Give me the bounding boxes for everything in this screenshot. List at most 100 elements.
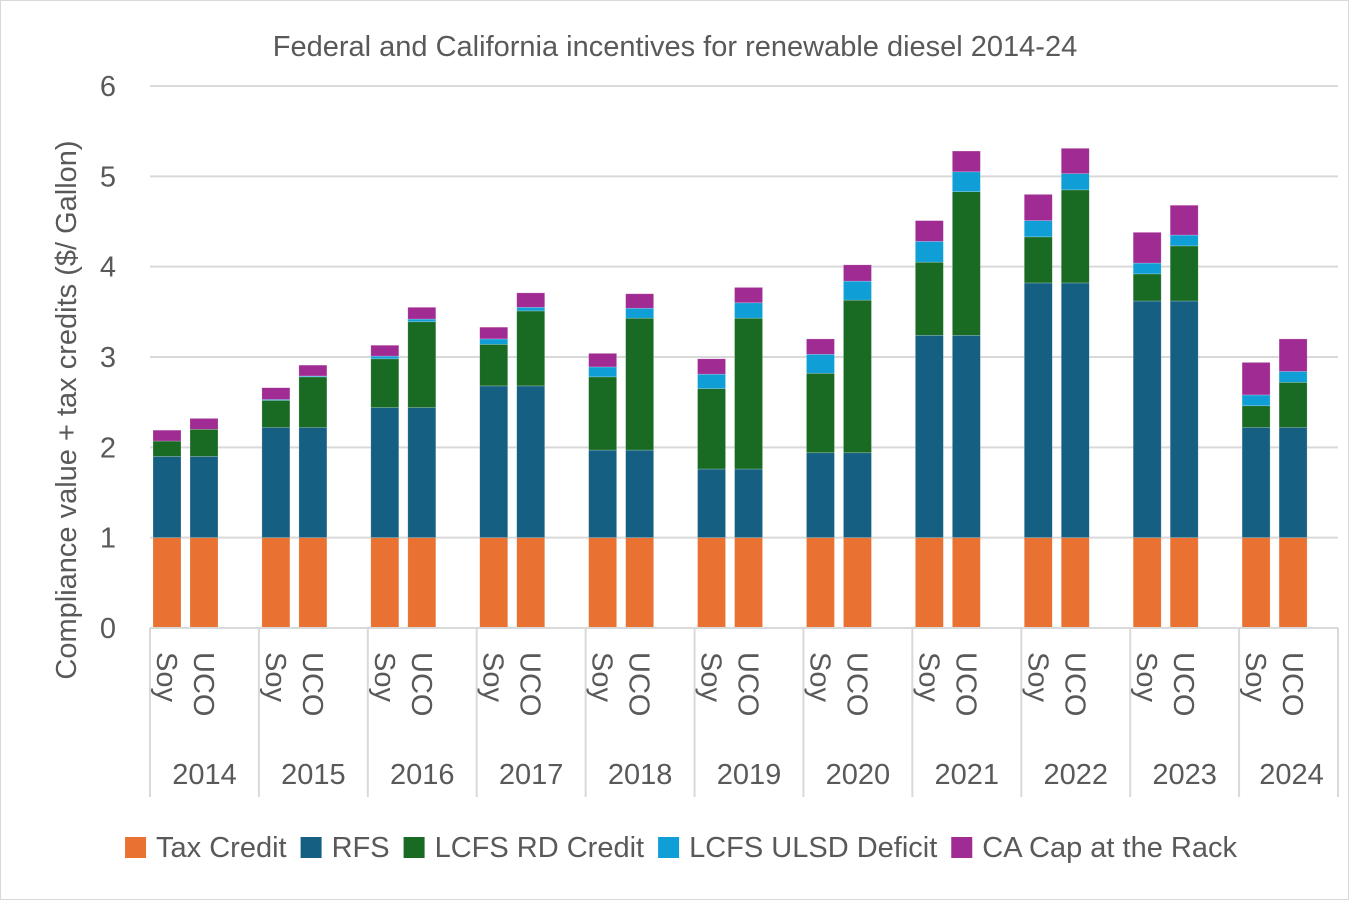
- bar-segment-lcfs-rd-credit: [407, 321, 437, 408]
- bar-segment-ca-cap-at-the-rack: [516, 292, 546, 308]
- bar-segment-lcfs-ulsd-deficit: [734, 302, 763, 319]
- bar-segment-rfs: [407, 407, 437, 538]
- x-subcategory-label: Soy: [912, 652, 944, 702]
- bar-segment-lcfs-rd-credit: [1060, 189, 1090, 284]
- bar-segment-tax-credit: [697, 537, 726, 629]
- bar-segment-lcfs-ulsd-deficit: [588, 366, 617, 378]
- x-subcategory-label: UCO: [1276, 652, 1308, 716]
- x-subcategory-label: Soy: [368, 652, 400, 702]
- bar-segment-rfs: [516, 385, 546, 538]
- x-subcategory-label: UCO: [187, 652, 219, 716]
- bar-segment-lcfs-rd-credit: [952, 191, 981, 336]
- bar-segment-lcfs-rd-credit: [1023, 236, 1053, 284]
- bar-segment-tax-credit: [407, 537, 437, 629]
- bar-segment-rfs: [298, 427, 328, 538]
- bar-stack-2023-uco: [1169, 204, 1199, 629]
- bar-segment-lcfs-ulsd-deficit: [407, 318, 437, 323]
- x-subcategory-label: Soy: [803, 652, 835, 702]
- bar-segment-lcfs-rd-credit: [843, 299, 872, 454]
- bar-segment-rfs: [1169, 300, 1199, 538]
- bar-segment-lcfs-rd-credit: [298, 376, 328, 428]
- bar-segment-tax-credit: [625, 537, 654, 629]
- x-group-label: 2015: [281, 759, 346, 791]
- bar-segment-rfs: [1278, 427, 1308, 538]
- bar-segment-tax-credit: [806, 537, 835, 629]
- bar-stack-2019-soy: [697, 358, 726, 629]
- x-group-label: 2018: [608, 759, 673, 791]
- bar-segment-rfs: [189, 456, 219, 538]
- bar-segment-tax-credit: [588, 537, 617, 629]
- bar-segment-rfs: [261, 427, 291, 538]
- legend-label: LCFS ULSD Deficit: [689, 832, 937, 864]
- bar-segment-rfs: [370, 407, 400, 538]
- bar-segment-rfs: [588, 449, 617, 538]
- bar-segment-lcfs-ulsd-deficit: [516, 307, 546, 312]
- x-subcategory-label: Soy: [586, 652, 618, 702]
- bar-segment-ca-cap-at-the-rack: [261, 387, 291, 400]
- bar-segment-ca-cap-at-the-rack: [734, 287, 763, 304]
- bar-segment-rfs: [1060, 282, 1090, 538]
- bar-segment-ca-cap-at-the-rack: [588, 353, 617, 368]
- bar-segment-tax-credit: [370, 537, 400, 629]
- bar-stack-2021-uco: [952, 150, 981, 629]
- bar-segment-rfs: [915, 335, 944, 538]
- x-group-label: 2022: [1043, 759, 1108, 791]
- y-tick-label: 3: [100, 342, 116, 374]
- legend-item-rfs: RFS: [300, 832, 390, 864]
- y-axis-label: Compliance value + tax credits ($/ Gallo…: [51, 140, 83, 679]
- bar-segment-lcfs-ulsd-deficit: [1060, 173, 1090, 191]
- y-tick-label: 0: [100, 613, 116, 645]
- bar-segment-lcfs-ulsd-deficit: [479, 338, 509, 345]
- bar-segment-rfs: [152, 456, 182, 538]
- legend-label: Tax Credit: [156, 832, 287, 864]
- bar-stack-2020-uco: [843, 264, 872, 629]
- bar-segment-lcfs-ulsd-deficit: [697, 373, 726, 389]
- bar-segment-tax-credit: [298, 537, 328, 629]
- bar-segment-lcfs-ulsd-deficit: [370, 355, 400, 360]
- bar-segment-ca-cap-at-the-rack: [370, 344, 400, 357]
- bar-segment-lcfs-rd-credit: [189, 428, 219, 457]
- bar-segment-lcfs-rd-credit: [1241, 405, 1271, 428]
- bar-segment-lcfs-rd-credit: [915, 261, 944, 336]
- bar-segment-rfs: [734, 468, 763, 538]
- y-axis-ticks: 0 1 2 3 4 5 6: [100, 71, 116, 645]
- bar-segment-lcfs-ulsd-deficit: [952, 171, 981, 192]
- bar-stack-2016-uco: [407, 307, 437, 629]
- bar-segment-lcfs-ulsd-deficit: [625, 307, 654, 319]
- bar-segment-ca-cap-at-the-rack: [1241, 362, 1271, 396]
- bar-segment-tax-credit: [1023, 537, 1053, 629]
- bar-segment-ca-cap-at-the-rack: [1023, 194, 1053, 221]
- legend-swatch: [300, 837, 322, 858]
- bar-segment-tax-credit: [1241, 537, 1271, 629]
- x-subcategory-label: Soy: [1130, 652, 1162, 702]
- bar-stack-2018-uco: [625, 293, 654, 629]
- bar-segment-rfs: [1132, 300, 1162, 538]
- bar-segment-lcfs-ulsd-deficit: [1023, 220, 1053, 238]
- x-group-label: 2021: [935, 759, 1000, 791]
- bar-segment-lcfs-rd-credit: [479, 344, 509, 387]
- bar-segment-rfs: [625, 449, 654, 538]
- bar-stack-2019-uco: [734, 287, 763, 629]
- x-subcategory-label: UCO: [1167, 652, 1199, 716]
- legend-swatch: [403, 837, 425, 858]
- bar-segment-ca-cap-at-the-rack: [952, 150, 981, 173]
- bar-segment-tax-credit: [479, 537, 509, 629]
- bar-segment-tax-credit: [152, 537, 182, 629]
- bar-segment-lcfs-rd-credit: [152, 440, 182, 457]
- x-subcategory-label: UCO: [840, 652, 872, 716]
- bar-segment-rfs: [1241, 427, 1271, 538]
- bar-segment-lcfs-rd-credit: [734, 317, 763, 470]
- bar-stack-2022-soy: [1023, 194, 1053, 629]
- y-tick-label: 4: [100, 252, 116, 284]
- bar-stack-2017-uco: [516, 292, 546, 629]
- bar-segment-lcfs-ulsd-deficit: [1278, 371, 1308, 383]
- legend-label: CA Cap at the Rack: [982, 832, 1237, 864]
- bar-stack-2014-soy: [152, 429, 182, 629]
- x-subcategory-label: UCO: [949, 652, 981, 716]
- bar-segment-rfs: [697, 468, 726, 538]
- bar-segment-rfs: [806, 452, 835, 538]
- x-group-label: 2023: [1152, 759, 1217, 791]
- bar-segment-lcfs-ulsd-deficit: [1241, 394, 1271, 407]
- bar-segment-lcfs-ulsd-deficit: [1169, 234, 1199, 247]
